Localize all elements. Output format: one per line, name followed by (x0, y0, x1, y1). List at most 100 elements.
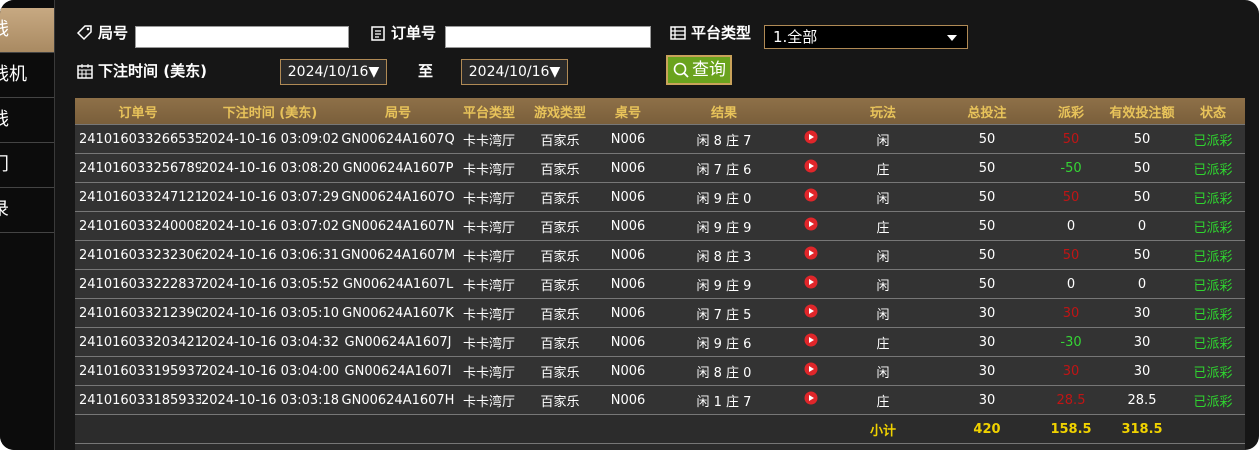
header-cell (791, 98, 831, 125)
video-cell (791, 385, 831, 415)
subtotal-row: 小计 420 158.5 318.5 (75, 414, 1245, 444)
order-input[interactable] (445, 26, 651, 48)
sum-cell: 小计 (831, 414, 935, 444)
video-cell (791, 327, 831, 357)
cell: 已派彩 (1181, 211, 1245, 241)
play-icon[interactable] (804, 188, 818, 202)
cell: GN00624A1607Q (339, 124, 457, 154)
cell: N006 (599, 327, 657, 357)
play-icon[interactable] (804, 246, 818, 260)
sidebar-item[interactable]: 录 (0, 188, 54, 233)
cell: 闲 9 庄 6 (657, 327, 791, 357)
empty-cell (201, 414, 339, 444)
data-row: 241016033185933 2024-10-16 03:03:18 GN0062… (75, 385, 1245, 415)
cell: 百家乐 (521, 153, 599, 183)
cell: 百家乐 (521, 298, 599, 328)
label: 订单号 (391, 24, 437, 42)
empty-cell (599, 414, 657, 444)
time-label: 下注时间 (美东) (76, 60, 207, 81)
cell: 卡卡湾厅 (457, 385, 521, 415)
list-icon (670, 25, 686, 40)
to-label: 至 (418, 60, 433, 81)
cell: N006 (599, 124, 657, 154)
cell: 50 (1103, 124, 1181, 154)
header-cell: 局号 (339, 98, 457, 125)
date-to[interactable]: 2024/10/16▼ (461, 59, 568, 85)
cell: 30 (1039, 356, 1103, 386)
data-row: 241016033212390 2024-10-16 03:05:10 GN0062… (75, 298, 1245, 328)
cell: N006 (599, 298, 657, 328)
header-cell: 结果 (657, 98, 791, 125)
video-cell (791, 298, 831, 328)
cell: 0 (1103, 211, 1181, 241)
cell: GN00624A1607O (339, 182, 457, 212)
cell: 2024-10-16 03:05:10 (201, 298, 339, 328)
empty-cell (1181, 443, 1245, 450)
video-cell (791, 124, 831, 154)
cell: 已派彩 (1181, 124, 1245, 154)
cell: 庄 (831, 211, 935, 241)
cell: 30 (1103, 356, 1181, 386)
sidebar-item[interactable]: 线机 (0, 53, 54, 98)
cell: GN00624A1607P (339, 153, 457, 183)
cell: 241016033240008 (75, 211, 201, 241)
cell: 闲 8 庄 3 (657, 240, 791, 270)
platform-select[interactable]: 1.全部 (764, 25, 968, 49)
cell: 50 (935, 269, 1039, 299)
cell: 闲 (831, 182, 935, 212)
cell: 闲 (831, 240, 935, 270)
cell: 241016033203421 (75, 327, 201, 357)
video-cell (791, 153, 831, 183)
cell: N006 (599, 385, 657, 415)
cell: 241016033266535 (75, 124, 201, 154)
cell: 50 (1039, 240, 1103, 270)
empty-cell (457, 414, 521, 444)
play-icon[interactable] (804, 333, 818, 347)
cell: 闲 7 庄 6 (657, 153, 791, 183)
cell: 已派彩 (1181, 385, 1245, 415)
cell: 已派彩 (1181, 269, 1245, 299)
empty-cell (657, 443, 791, 450)
cell: 2024-10-16 03:06:31 (201, 240, 339, 270)
cell: 2024-10-16 03:08:20 (201, 153, 339, 183)
cell: GN00624A1607H (339, 385, 457, 415)
date-from[interactable]: 2024/10/16▼ (280, 59, 387, 85)
sidebar-item[interactable]: 门 (0, 143, 54, 188)
video-cell (791, 269, 831, 299)
play-icon[interactable] (804, 304, 818, 318)
empty-cell (1181, 414, 1245, 444)
sidebar-item[interactable]: 线 (0, 8, 54, 53)
data-row: 241016033266535 2024-10-16 03:09:02 GN0062… (75, 124, 1245, 154)
query-text: 查询 (692, 60, 726, 80)
empty-cell (791, 443, 831, 450)
play-icon[interactable] (804, 130, 818, 144)
header-cell: 有效投注额 (1103, 98, 1181, 125)
cell: 卡卡湾厅 (457, 298, 521, 328)
sidebar-item[interactable]: 线 (0, 98, 54, 143)
play-icon[interactable] (804, 362, 818, 376)
data-row: 241016033256789 2024-10-16 03:08:20 GN0062… (75, 153, 1245, 183)
play-icon[interactable] (804, 217, 818, 231)
play-icon[interactable] (804, 275, 818, 289)
cell: 百家乐 (521, 211, 599, 241)
sidebar: 线线机线门录 (0, 0, 55, 450)
play-icon[interactable] (804, 159, 818, 173)
cell: 已派彩 (1181, 298, 1245, 328)
header-cell: 总投注 (935, 98, 1039, 125)
round-input[interactable] (135, 26, 349, 48)
order-label: 订单号 (369, 22, 436, 43)
video-cell (791, 182, 831, 212)
cell: 2024-10-16 03:03:18 (201, 385, 339, 415)
cell: 241016033256789 (75, 153, 201, 183)
cell: 卡卡湾厅 (457, 182, 521, 212)
header-cell: 订单号 (75, 98, 201, 125)
cell: 已派彩 (1181, 327, 1245, 357)
cell: 闲 (831, 124, 935, 154)
query-button[interactable]: 查询 (666, 55, 732, 85)
cell: 0 (1103, 269, 1181, 299)
cell: 已派彩 (1181, 356, 1245, 386)
cell: 241016033212390 (75, 298, 201, 328)
sum-cell: 158.5 (1039, 443, 1103, 450)
table-body: 241016033266535 2024-10-16 03:09:02 GN0062… (75, 124, 1245, 450)
play-icon[interactable] (804, 391, 818, 405)
